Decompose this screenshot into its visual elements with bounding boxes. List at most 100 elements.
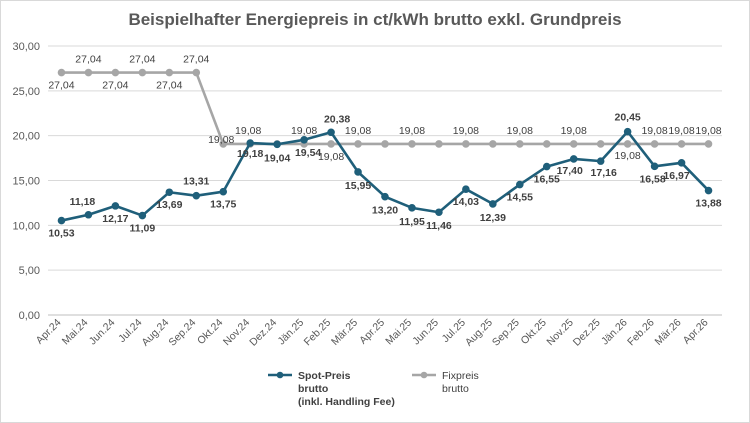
spot-preis-point bbox=[623, 127, 632, 136]
spot-preis-legend-text: brutto bbox=[298, 383, 328, 395]
spot-preis-point bbox=[704, 186, 713, 195]
spot-data-label: 11,95 bbox=[399, 216, 425, 228]
x-axis: Apr.24Mai.24Jun.24Jul.24Aug.24Sep.24Okt.… bbox=[34, 314, 722, 349]
spot-preis-legend-text: Spot-Preis bbox=[298, 370, 351, 382]
spot-preis-point bbox=[84, 210, 93, 219]
fixpreis-point bbox=[138, 68, 147, 77]
spot-data-label: 19,04 bbox=[264, 152, 290, 164]
spot-preis-point bbox=[569, 155, 578, 163]
fixpreis-point bbox=[489, 140, 497, 148]
spot-preis-point bbox=[435, 208, 443, 217]
series-fixpreis bbox=[57, 68, 713, 148]
y-tick-label: 15,00 bbox=[12, 176, 40, 188]
y-tick-label: 0,00 bbox=[19, 310, 40, 322]
x-tick-label: Mai.25 bbox=[383, 317, 414, 348]
spot-preis-point bbox=[138, 211, 147, 220]
fixpreis-point bbox=[165, 68, 174, 77]
x-tick-label: Aug.25 bbox=[463, 317, 495, 349]
x-tick-label: Sep.25 bbox=[490, 317, 522, 349]
fixpreis-data-label: 19,08 bbox=[507, 125, 533, 137]
fixpreis-data-label: 27,04 bbox=[156, 80, 182, 92]
spot-data-label: 13,75 bbox=[210, 199, 236, 211]
fixpreis-data-label: 27,04 bbox=[102, 80, 128, 92]
fixpreis-data-label: 19,08 bbox=[318, 151, 344, 163]
fixpreis-data-label: 19,08 bbox=[695, 125, 721, 137]
fixpreis-point bbox=[677, 140, 686, 148]
x-tick-label: Jun.25 bbox=[410, 317, 441, 348]
spot-preis-point bbox=[354, 168, 362, 176]
fixpreis-point bbox=[84, 68, 93, 77]
x-tick-label: Okt.25 bbox=[519, 317, 549, 347]
x-tick-label: Mai.24 bbox=[60, 317, 91, 348]
fixpreis-legend-text: brutto bbox=[442, 383, 469, 395]
spot-data-label: 20,45 bbox=[614, 112, 640, 124]
fixpreis-point bbox=[327, 140, 335, 148]
spot-data-label: 17,40 bbox=[557, 165, 583, 177]
fixpreis-data-label: 19,08 bbox=[453, 125, 479, 137]
gridlines bbox=[48, 45, 722, 316]
x-tick-label: Nov.24 bbox=[221, 317, 253, 349]
x-tick-label: Feb.26 bbox=[625, 317, 657, 349]
spot-data-label: 13,69 bbox=[156, 199, 182, 211]
spot-data-label: 16,58 bbox=[639, 173, 665, 185]
x-tick-label: Jän.25 bbox=[275, 317, 306, 348]
spot-preis-legend-marker bbox=[276, 371, 284, 379]
x-tick-label: Feb.25 bbox=[302, 317, 334, 349]
spot-data-label: 12,39 bbox=[480, 212, 506, 224]
spot-preis-point bbox=[273, 140, 281, 149]
fixpreis-point bbox=[569, 140, 578, 148]
fixpreis-data-label: 19,08 bbox=[668, 125, 694, 137]
fixpreis-data-label: 19,08 bbox=[399, 125, 425, 137]
fixpreis-point bbox=[111, 68, 120, 77]
spot-preis-point bbox=[596, 157, 605, 165]
fixpreis-point bbox=[408, 140, 416, 148]
spot-data-label: 14,55 bbox=[507, 192, 533, 204]
fixpreis-data-label: 27,04 bbox=[75, 54, 101, 66]
y-tick-label: 25,00 bbox=[12, 86, 40, 98]
spot-data-label: 12,17 bbox=[102, 213, 128, 225]
fixpreis-point bbox=[704, 140, 713, 148]
fixpreis-legend-marker bbox=[420, 371, 428, 379]
spot-preis-point bbox=[327, 128, 335, 137]
spot-data-label: 13,88 bbox=[695, 198, 721, 210]
spot-preis-point bbox=[542, 162, 551, 171]
spot-preis-point bbox=[246, 139, 254, 147]
spot-preis-point bbox=[516, 180, 524, 189]
spot-preis-point bbox=[408, 204, 416, 212]
x-tick-label: Dez.25 bbox=[571, 317, 603, 349]
spot-preis-point bbox=[300, 135, 308, 144]
fixpreis-data-label: 27,04 bbox=[183, 54, 209, 66]
spot-data-label: 10,53 bbox=[48, 228, 74, 240]
spot-preis-point bbox=[111, 202, 120, 210]
fixpreis-legend-text: Fixpreis bbox=[442, 370, 479, 382]
fixpreis-data-label: 19,08 bbox=[614, 150, 640, 162]
spot-data-label: 11,46 bbox=[426, 220, 452, 232]
y-tick-label: 10,00 bbox=[12, 220, 40, 232]
x-tick-label: Jun.24 bbox=[87, 317, 118, 348]
fixpreis-point bbox=[219, 140, 228, 148]
spot-preis-point bbox=[650, 162, 659, 171]
y-axis: 0,00 5,00 10,00 15,00 20,00 25,00 30,00 bbox=[12, 41, 40, 322]
x-tick-label: Sep.24 bbox=[166, 317, 198, 349]
x-tick-label: Mär.26 bbox=[652, 317, 683, 348]
spot-preis-point bbox=[165, 188, 174, 197]
fixpreis-data-label: 27,04 bbox=[129, 54, 155, 66]
spot-data-label: 13,20 bbox=[372, 205, 398, 217]
fixpreis-point bbox=[542, 140, 551, 148]
fixpreis-data-label: 27,04 bbox=[48, 80, 74, 92]
spot-data-label: 16,55 bbox=[534, 174, 560, 186]
fixpreis-point bbox=[354, 140, 362, 148]
fixpreis-point bbox=[650, 140, 659, 148]
x-tick-label: Dez.24 bbox=[247, 317, 279, 349]
fixpreis-point bbox=[623, 140, 632, 148]
spot-preis-legend-text: (inkl. Handling Fee) bbox=[298, 396, 395, 408]
fixpreis-data-label: 19,08 bbox=[345, 125, 371, 137]
fixpreis-data-label: 19,08 bbox=[235, 125, 261, 137]
spot-preis-point bbox=[677, 159, 686, 167]
spot-preis-point bbox=[192, 191, 201, 200]
y-tick-label: 30,00 bbox=[12, 41, 40, 53]
